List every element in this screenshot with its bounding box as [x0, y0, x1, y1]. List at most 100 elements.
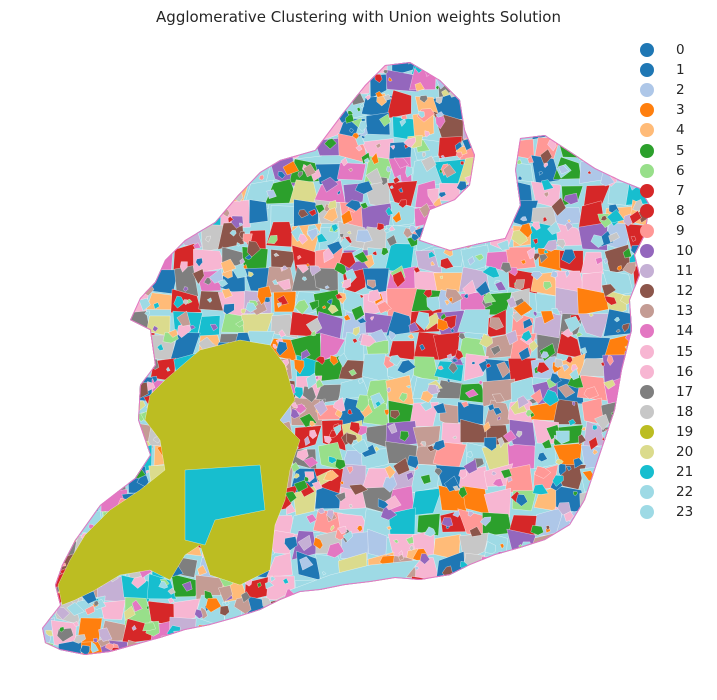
cluster-region — [61, 131, 72, 141]
cluster-region — [42, 72, 54, 94]
cluster-region — [219, 644, 247, 655]
cluster-region — [93, 600, 99, 607]
cluster-region — [481, 556, 514, 582]
cluster-region — [253, 71, 269, 87]
cluster-region — [619, 473, 626, 482]
cluster-region — [42, 335, 55, 348]
cluster-region — [240, 591, 251, 603]
cluster-region — [592, 653, 598, 655]
cluster-region — [467, 510, 474, 517]
cluster-region — [282, 160, 299, 176]
cluster-region — [436, 663, 464, 687]
cluster-region — [93, 297, 100, 304]
cluster-region — [601, 489, 610, 497]
cluster-region — [559, 104, 573, 122]
cluster-region — [627, 573, 650, 603]
legend-marker — [640, 364, 654, 379]
cluster-region — [398, 199, 407, 209]
cluster-region — [408, 576, 438, 602]
cluster-region — [441, 89, 450, 97]
cluster-region — [61, 480, 71, 493]
cluster-region — [77, 70, 103, 95]
cluster-region — [549, 372, 562, 384]
cluster-region — [53, 375, 83, 400]
cluster-region — [69, 454, 83, 470]
cluster-region — [298, 637, 313, 651]
cluster-region — [209, 268, 224, 284]
cluster-region — [569, 368, 580, 381]
cluster-region — [532, 622, 561, 647]
cluster-region — [117, 62, 125, 72]
cluster-region — [195, 62, 224, 74]
cluster-region — [530, 389, 543, 404]
cluster-region — [293, 473, 300, 479]
cluster-region — [554, 562, 561, 569]
cluster-region — [622, 371, 631, 380]
cluster-region — [104, 201, 130, 230]
cluster-region — [357, 378, 364, 384]
cluster-region — [187, 191, 197, 202]
cluster-region — [45, 630, 53, 637]
cluster-region — [224, 132, 237, 143]
cluster-region — [84, 322, 101, 335]
cluster-region — [133, 435, 146, 449]
cluster-region — [641, 538, 649, 546]
cluster-region — [470, 109, 485, 125]
cluster-region — [250, 124, 261, 136]
cluster-region — [293, 90, 320, 116]
cluster-region — [58, 460, 68, 471]
cluster-region — [502, 652, 509, 655]
cluster-region — [312, 647, 321, 655]
cluster-region — [259, 104, 270, 113]
legend-item-6: 6 — [640, 161, 685, 181]
cluster-region — [646, 527, 650, 535]
cluster-region — [386, 525, 392, 530]
cluster-region — [482, 266, 500, 278]
cluster-region — [297, 255, 302, 260]
cluster-region — [483, 437, 497, 452]
cluster-region — [348, 369, 357, 377]
cluster-region — [471, 612, 484, 629]
cluster-region — [363, 596, 387, 626]
cluster-region — [496, 239, 510, 251]
cluster-region — [317, 65, 331, 81]
cluster-region — [351, 587, 363, 600]
cluster-region — [340, 157, 348, 167]
legend-marker — [640, 123, 654, 138]
cluster-region — [172, 189, 179, 196]
cluster-region — [121, 400, 137, 411]
cluster-region — [487, 203, 513, 231]
cluster-region — [42, 454, 46, 464]
cluster-region — [184, 650, 192, 655]
cluster-region — [491, 65, 496, 70]
cluster-region — [494, 281, 507, 291]
cluster-region — [104, 397, 132, 429]
cluster-region — [393, 176, 401, 185]
cluster-region — [235, 616, 242, 624]
cluster-region — [465, 388, 479, 398]
cluster-region — [533, 311, 538, 317]
cluster-region — [572, 401, 576, 407]
cluster-region — [306, 617, 316, 629]
cluster-region — [120, 243, 128, 250]
cluster-region — [144, 310, 150, 317]
cluster-region — [342, 597, 364, 623]
cluster-region — [42, 399, 59, 428]
cluster-region — [275, 94, 292, 112]
legend-item-17: 17 — [640, 382, 693, 402]
cluster-region — [649, 554, 650, 581]
legend-label: 7 — [676, 182, 685, 199]
cluster-region — [249, 199, 269, 224]
cluster-region — [42, 131, 50, 147]
cluster-region — [376, 301, 392, 314]
cluster-region — [42, 178, 56, 207]
cluster-region — [342, 616, 368, 645]
legend-label: 17 — [676, 383, 694, 400]
cluster-region — [643, 568, 650, 573]
cluster-region — [490, 170, 505, 186]
cluster-region — [554, 358, 564, 368]
cluster-region — [398, 550, 404, 556]
cluster-region — [471, 132, 482, 150]
cluster-region — [434, 642, 465, 655]
cluster-region — [457, 309, 491, 335]
